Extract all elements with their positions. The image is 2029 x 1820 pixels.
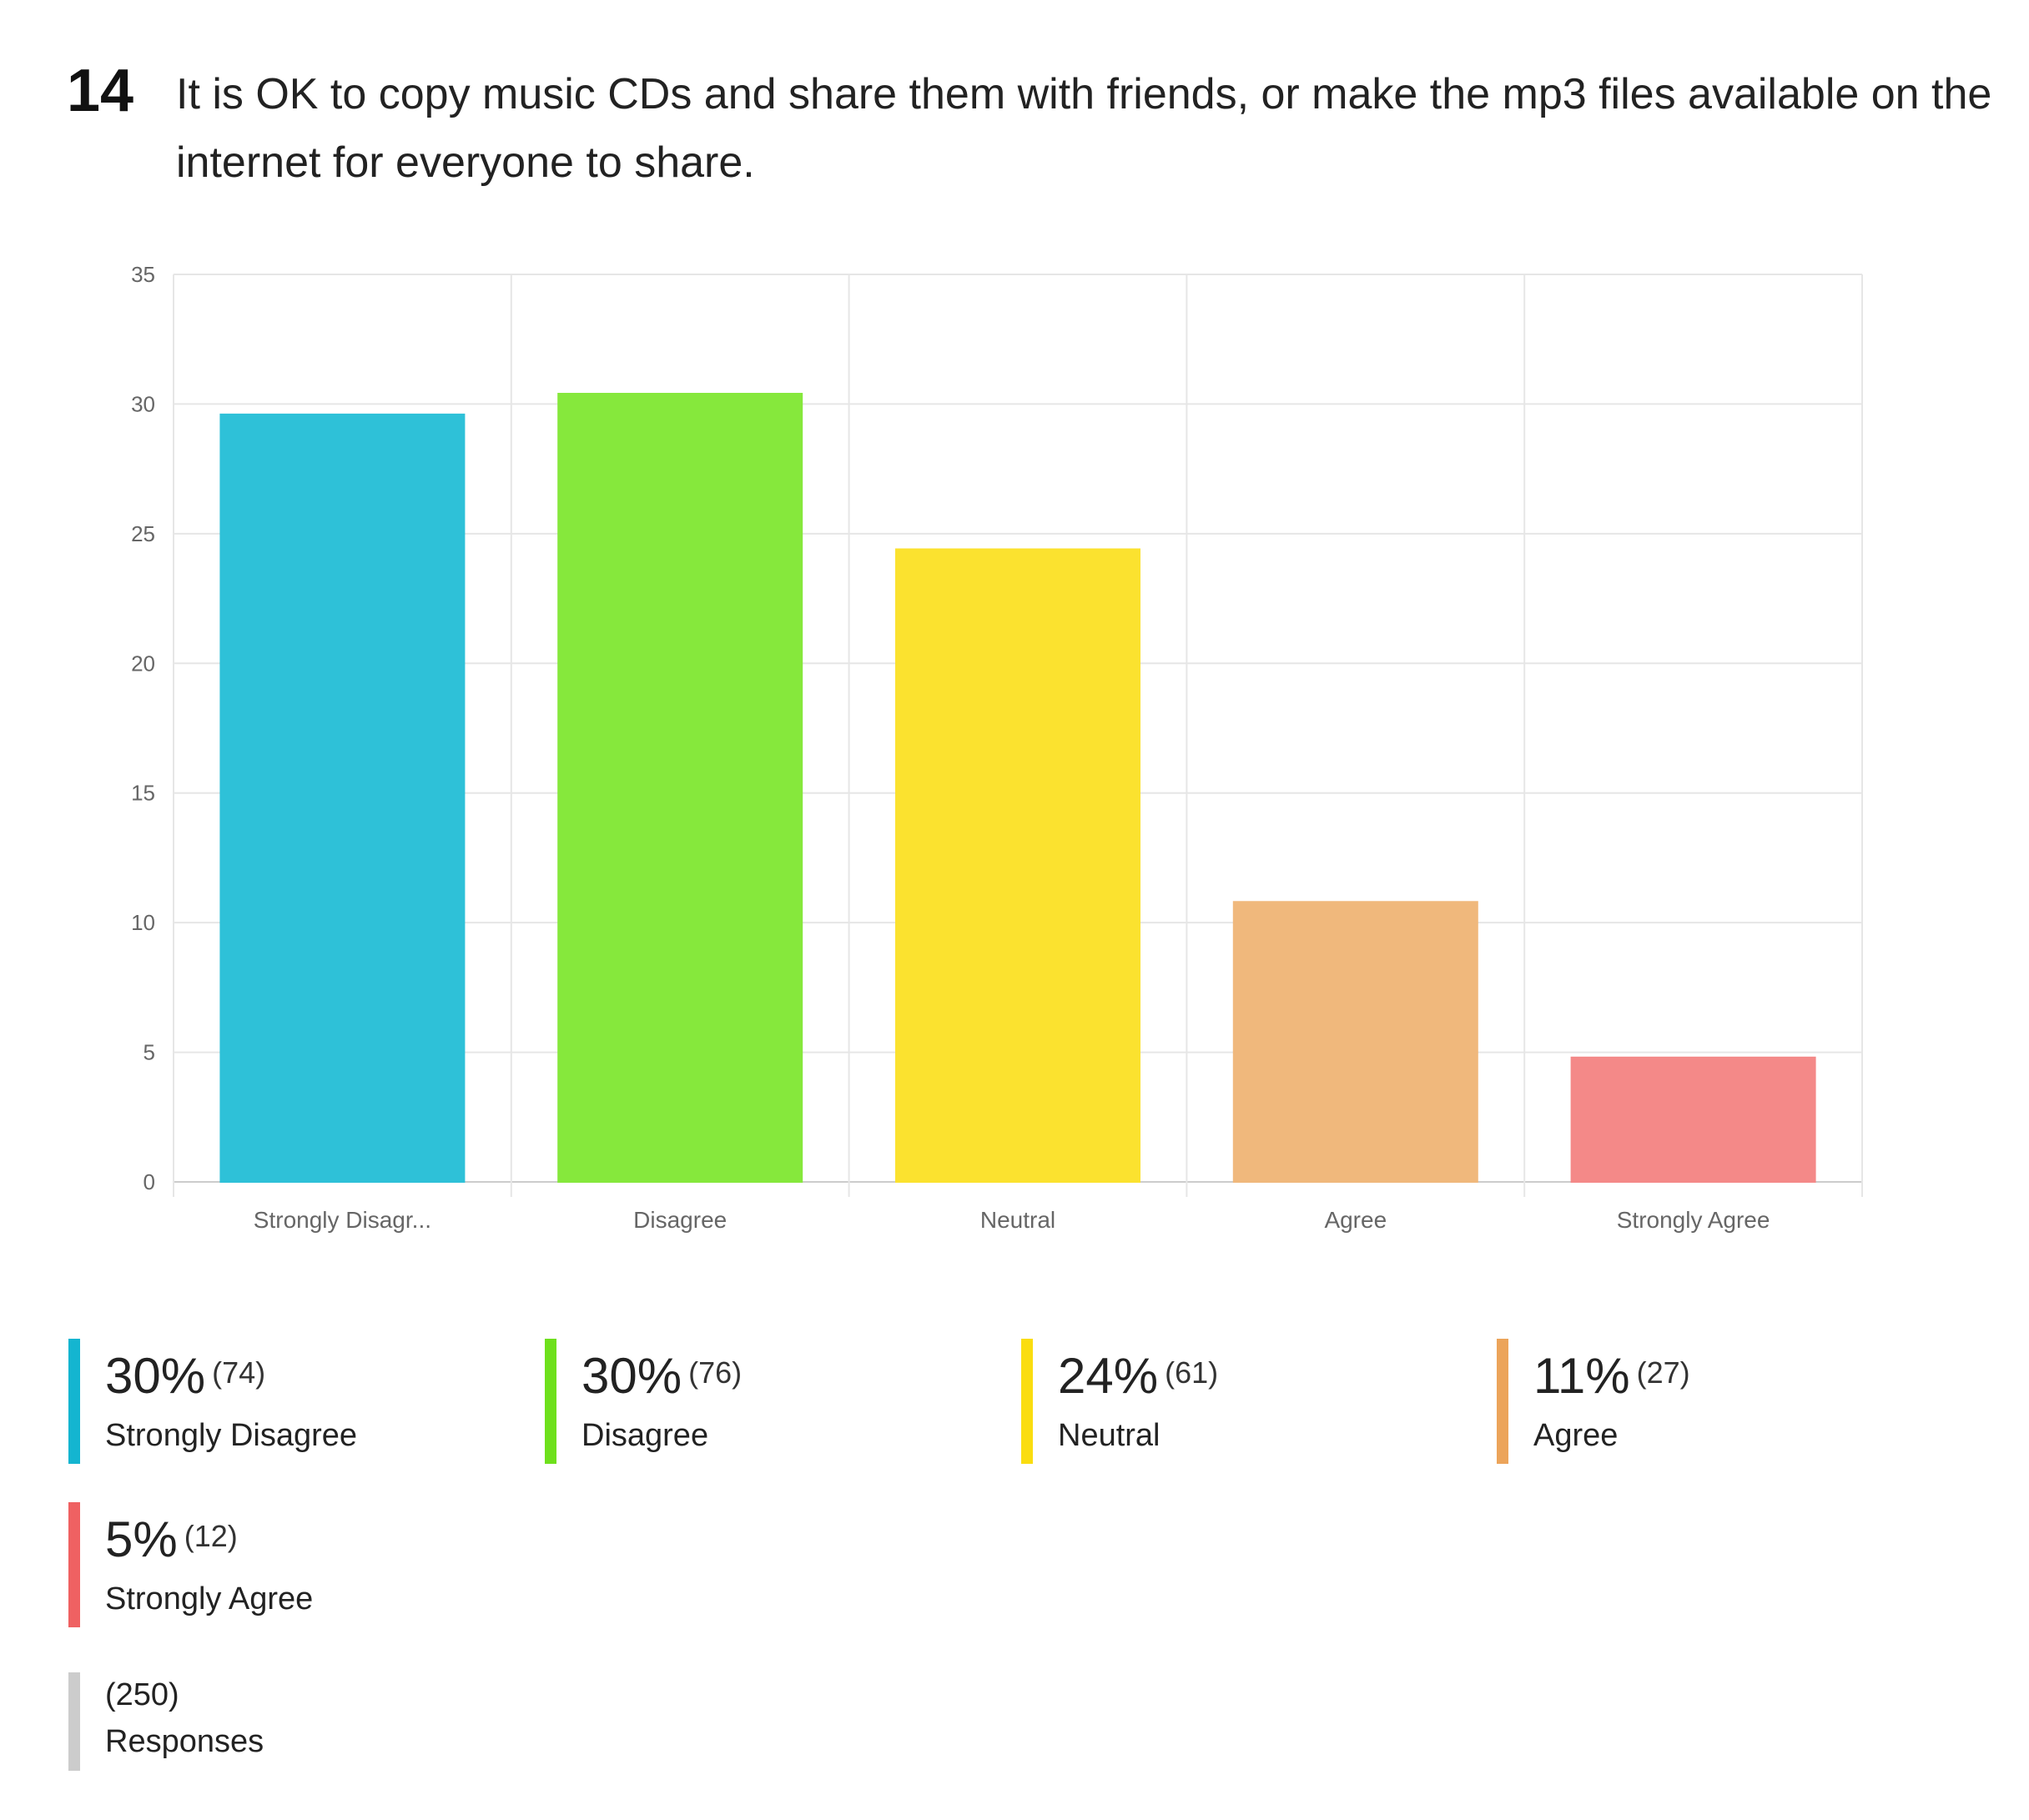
- y-tick-label: 20: [131, 651, 155, 676]
- responses-label: Responses: [105, 1724, 264, 1759]
- legend-label: Strongly Agree: [105, 1581, 314, 1616]
- legend-percent-wrap: 30% (74): [105, 1347, 265, 1405]
- legend-count: (74): [212, 1355, 266, 1390]
- bar: [219, 413, 466, 1183]
- legend-percent-wrap: 24% (61): [1058, 1347, 1218, 1405]
- legend-color-swatch: [68, 1339, 80, 1464]
- x-tick-label: Strongly Agree: [1617, 1207, 1770, 1233]
- chart-area: 0 5 10 15 20 25 30 35 Strongly Disagr... Disagree…: [131, 262, 1863, 1233]
- legend-percent-wrap: 30% (76): [582, 1347, 742, 1405]
- bar: [1570, 1056, 1816, 1183]
- responses-color-swatch: [68, 1672, 80, 1771]
- y-tick-label: 15: [131, 781, 155, 806]
- legend-label: Agree: [1533, 1418, 1619, 1453]
- legend-color-swatch: [545, 1339, 556, 1464]
- legend-item-agree: 11% (27) Agree: [1497, 1339, 1947, 1464]
- legend-count: (76): [688, 1355, 743, 1390]
- legend-color-swatch: [1021, 1339, 1033, 1464]
- bar-chart: 0 5 10 15 20 25 30 35 Strongly Disagr... Disagree…: [131, 262, 1863, 1233]
- legend-color-swatch: [1497, 1339, 1508, 1464]
- legend-count: (27): [1636, 1355, 1690, 1390]
- legend-item-neutral: 24% (61) Neutral: [1021, 1339, 1472, 1464]
- y-tick-label: 35: [131, 262, 155, 287]
- y-tick-label: 10: [131, 910, 155, 935]
- bar: [557, 392, 803, 1184]
- legend-count: (61): [1165, 1355, 1219, 1390]
- legend-percent-wrap: 5% (12): [105, 1511, 238, 1568]
- y-tick-label: 25: [131, 521, 155, 546]
- legend-count: (12): [184, 1519, 238, 1553]
- responses-count: (250): [105, 1677, 179, 1712]
- legend-percent: 5%: [105, 1511, 178, 1567]
- bar: [895, 548, 1140, 1183]
- legend-item-strongly-agree: 5% (12) Strongly Agree: [68, 1502, 519, 1627]
- question-number: 14: [67, 58, 134, 124]
- y-tick-label: 30: [131, 391, 155, 416]
- legend-percent: 30%: [582, 1348, 682, 1404]
- bar: [1232, 901, 1478, 1183]
- legend-label: Neutral: [1058, 1418, 1161, 1453]
- legend-label: Strongly Disagree: [105, 1418, 358, 1453]
- legend-item-disagree: 30% (76) Disagree: [545, 1339, 995, 1464]
- x-tick-label: Agree: [1324, 1207, 1387, 1233]
- legend-percent: 24%: [1058, 1348, 1159, 1404]
- legend-color-swatch: [68, 1502, 80, 1627]
- legend-percent-wrap: 11% (27): [1533, 1347, 1690, 1405]
- x-tick-label: Strongly Disagr...: [254, 1207, 431, 1233]
- question-text: It is OK to copy music CDs and share the…: [176, 70, 1992, 187]
- responses-total: (250) Responses: [68, 1672, 402, 1771]
- y-tick-label: 0: [143, 1169, 155, 1194]
- legend-item-strongly-disagree: 30% (74) Strongly Disagree: [68, 1339, 519, 1464]
- legend-percent: 30%: [105, 1348, 206, 1404]
- y-tick-label: 5: [143, 1040, 155, 1065]
- legend-label: Disagree: [582, 1418, 709, 1453]
- legend-percent: 11%: [1533, 1348, 1630, 1404]
- x-tick-label: Neutral: [980, 1207, 1055, 1233]
- x-tick-label: Disagree: [633, 1207, 727, 1233]
